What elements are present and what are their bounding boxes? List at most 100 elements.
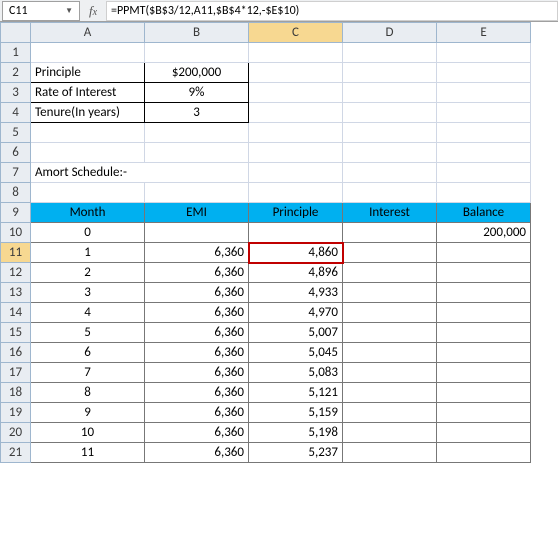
col-header-d[interactable]: D: [343, 23, 437, 43]
cell-interest[interactable]: [343, 223, 437, 243]
cell-month[interactable]: 1: [31, 243, 145, 263]
col-header-e[interactable]: E: [437, 23, 531, 43]
cell-emi[interactable]: [145, 223, 249, 243]
cell-principle[interactable]: 5,237: [249, 443, 343, 463]
cell-balance[interactable]: [437, 263, 531, 283]
cell-balance[interactable]: [437, 303, 531, 323]
cell-principle[interactable]: 4,860: [249, 243, 343, 263]
cell-balance[interactable]: [437, 443, 531, 463]
cell-emi[interactable]: 6,360: [145, 323, 249, 343]
cell-emi[interactable]: 6,360: [145, 363, 249, 383]
cell-emi[interactable]: 6,360: [145, 243, 249, 263]
cell-interest[interactable]: [343, 303, 437, 323]
cell-balance[interactable]: [437, 283, 531, 303]
chevron-down-icon[interactable]: ▼: [65, 6, 73, 16]
cell[interactable]: Rate of Interest: [31, 83, 145, 103]
cell-emi[interactable]: 6,360: [145, 283, 249, 303]
table-header[interactable]: Month: [31, 203, 145, 223]
cell-principle[interactable]: 5,045: [249, 343, 343, 363]
row-header[interactable]: 18: [1, 383, 31, 403]
spreadsheet-grid[interactable]: A B C D E 1 2 Principle $200,000 3 Rate …: [0, 22, 531, 463]
cell-balance[interactable]: [437, 383, 531, 403]
section-title[interactable]: Amort Schedule:-: [31, 163, 249, 183]
row-header[interactable]: 10: [1, 223, 31, 243]
cell-interest[interactable]: [343, 423, 437, 443]
table-header[interactable]: Principle: [249, 203, 343, 223]
cell-month[interactable]: 5: [31, 323, 145, 343]
row-header[interactable]: 1: [1, 43, 31, 63]
cell[interactable]: 9%: [145, 83, 249, 103]
row-header[interactable]: 3: [1, 83, 31, 103]
cell-month[interactable]: 4: [31, 303, 145, 323]
cell-interest[interactable]: [343, 383, 437, 403]
cell-principle[interactable]: 5,121: [249, 383, 343, 403]
row-header[interactable]: 14: [1, 303, 31, 323]
cell-interest[interactable]: [343, 443, 437, 463]
name-box[interactable]: C11 ▼: [2, 1, 80, 21]
cell-month[interactable]: 9: [31, 403, 145, 423]
row-header[interactable]: 13: [1, 283, 31, 303]
cell-balance[interactable]: [437, 403, 531, 423]
cell[interactable]: $200,000: [145, 63, 249, 83]
cell-principle[interactable]: 5,198: [249, 423, 343, 443]
cell-interest[interactable]: [343, 363, 437, 383]
row-header[interactable]: 11: [1, 243, 31, 263]
row-header[interactable]: 20: [1, 423, 31, 443]
cell-emi[interactable]: 6,360: [145, 343, 249, 363]
cell-balance[interactable]: [437, 343, 531, 363]
cell-principle[interactable]: 5,159: [249, 403, 343, 423]
cell[interactable]: Tenure(In years): [31, 103, 145, 123]
cell-principle[interactable]: 4,896: [249, 263, 343, 283]
cell-emi[interactable]: 6,360: [145, 383, 249, 403]
cell-emi[interactable]: 6,360: [145, 403, 249, 423]
row-header[interactable]: 21: [1, 443, 31, 463]
table-header[interactable]: EMI: [145, 203, 249, 223]
cell-month[interactable]: 0: [31, 223, 145, 243]
row-header[interactable]: 6: [1, 143, 31, 163]
cell-month[interactable]: 6: [31, 343, 145, 363]
row-header[interactable]: 2: [1, 63, 31, 83]
cell-interest[interactable]: [343, 403, 437, 423]
col-header-b[interactable]: B: [145, 23, 249, 43]
cell-month[interactable]: 8: [31, 383, 145, 403]
cell-interest[interactable]: [343, 243, 437, 263]
cell[interactable]: 3: [145, 103, 249, 123]
row-header[interactable]: 19: [1, 403, 31, 423]
cell-emi[interactable]: 6,360: [145, 303, 249, 323]
row-header[interactable]: 17: [1, 363, 31, 383]
row-header[interactable]: 9: [1, 203, 31, 223]
row-header[interactable]: 5: [1, 123, 31, 143]
cell-interest[interactable]: [343, 343, 437, 363]
cell-month[interactable]: 11: [31, 443, 145, 463]
col-header-a[interactable]: A: [31, 23, 145, 43]
cell-month[interactable]: 2: [31, 263, 145, 283]
cell-balance[interactable]: [437, 323, 531, 343]
cell-emi[interactable]: 6,360: [145, 443, 249, 463]
cell[interactable]: Principle: [31, 63, 145, 83]
row-header[interactable]: 7: [1, 163, 31, 183]
table-header[interactable]: Interest: [343, 203, 437, 223]
col-header-c[interactable]: C: [249, 23, 343, 43]
cell-balance[interactable]: [437, 423, 531, 443]
cell-principle[interactable]: 5,083: [249, 363, 343, 383]
cell-emi[interactable]: 6,360: [145, 263, 249, 283]
cell-interest[interactable]: [343, 283, 437, 303]
cell-interest[interactable]: [343, 263, 437, 283]
cell-interest[interactable]: [343, 323, 437, 343]
row-header[interactable]: 8: [1, 183, 31, 203]
cell-balance[interactable]: [437, 363, 531, 383]
cell-month[interactable]: 3: [31, 283, 145, 303]
row-header[interactable]: 12: [1, 263, 31, 283]
fx-icon[interactable]: fx: [80, 3, 106, 19]
cell-month[interactable]: 10: [31, 423, 145, 443]
table-header[interactable]: Balance: [437, 203, 531, 223]
cell-balance[interactable]: [437, 243, 531, 263]
cell-emi[interactable]: 6,360: [145, 423, 249, 443]
cell-principle[interactable]: [249, 223, 343, 243]
row-header[interactable]: 15: [1, 323, 31, 343]
cell-principle[interactable]: 4,933: [249, 283, 343, 303]
select-all-corner[interactable]: [1, 23, 31, 43]
cell-balance[interactable]: 200,000: [437, 223, 531, 243]
formula-input[interactable]: =PPMT($B$3/12,A11,$B$4*12,-$E$10): [106, 1, 558, 21]
row-header[interactable]: 4: [1, 103, 31, 123]
